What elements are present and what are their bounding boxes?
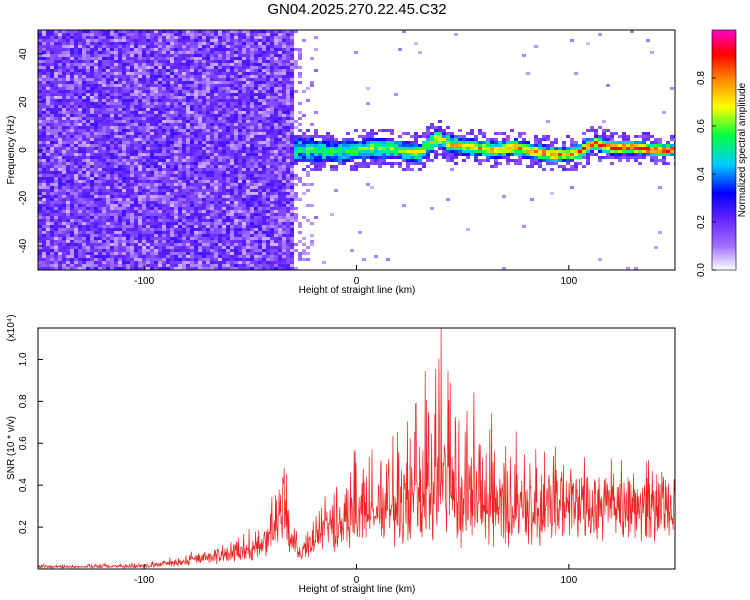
colorbar-ticks: 0.0 0.2 0.4 0.6 0.8 xyxy=(696,71,716,277)
y-tick-label: 0.4 xyxy=(18,478,29,492)
y-tick-label: 20 xyxy=(18,96,29,108)
snr-series xyxy=(38,328,675,569)
bottom-x-ticks: -100 0 100 xyxy=(134,564,578,586)
colorbar-tick-label: 0.4 xyxy=(696,167,707,181)
y-tick-label: 1.0 xyxy=(18,352,29,366)
y-tick-label: 0.6 xyxy=(18,436,29,450)
top-x-ticks: -100 0 100 xyxy=(134,265,578,287)
x-tick-label: -100 xyxy=(134,276,154,287)
colorbar-tick-label: 0.0 xyxy=(696,263,707,277)
x-tick-label: -100 xyxy=(134,575,154,586)
y-tick-label: 0.8 xyxy=(18,394,29,408)
chart-title: GN04.2025.270.22.45.C32 xyxy=(267,1,446,18)
bottom-y-ticks: 0.2 0.4 0.6 0.8 1.0 xyxy=(18,352,43,534)
colorbar-tick-label: 0.2 xyxy=(696,215,707,229)
colorbar-label: Normalized spectral amplitude xyxy=(737,82,748,217)
y-tick-label: -40 xyxy=(18,238,29,253)
y-tick-label: 0 xyxy=(18,147,29,153)
y-tick-label: 40 xyxy=(18,48,29,60)
colorbar-tick-label: 0.8 xyxy=(696,71,707,85)
x-tick-label: 100 xyxy=(560,276,577,287)
x-tick-label: 0 xyxy=(354,276,360,287)
y-tick-label: 0.2 xyxy=(18,520,29,534)
bottom-y-axis-label: SNR (10 * v/v) xyxy=(6,416,17,480)
x-tick-label: 0 xyxy=(354,575,360,586)
bottom-scale-note: (x10⁴) xyxy=(6,314,17,341)
top-x-axis-label: Height of straight line (km) xyxy=(299,285,416,296)
colorbar xyxy=(711,29,737,271)
bottom-plot-frame xyxy=(37,327,676,570)
snr-line xyxy=(38,328,675,569)
top-y-axis-label: Frequency (Hz) xyxy=(6,116,17,185)
top-y-ticks: -40 -20 0 20 40 xyxy=(18,48,43,253)
y-tick-label: -20 xyxy=(18,190,29,205)
bottom-x-axis-label: Height of straight line (km) xyxy=(299,584,416,595)
colorbar-tick-label: 0.6 xyxy=(696,119,707,133)
x-tick-label: 100 xyxy=(560,575,577,586)
spectrogram xyxy=(38,30,675,270)
